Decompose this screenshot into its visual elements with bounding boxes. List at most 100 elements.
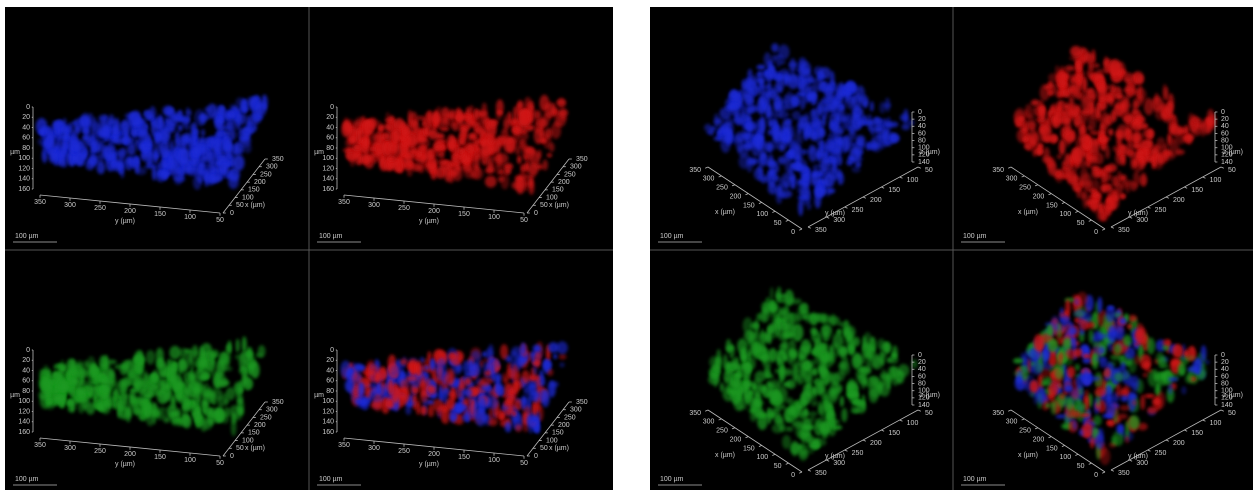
signal-blob [1093,341,1099,347]
signal-blob [169,160,176,172]
signal-blob [823,401,829,413]
signal-blob [1164,87,1169,101]
signal-blob [735,132,746,143]
signal-blob [758,355,768,360]
signal-blob [757,98,766,115]
tick-label: 20 [918,359,926,366]
signal-blob [206,138,215,145]
tick-label: 0 [1094,229,1098,236]
signal-blob [165,107,175,116]
tick-label: 100 [1059,454,1071,461]
tick-label: 0 [330,347,334,354]
signal-blob [818,401,823,415]
tick-label: 100 [546,194,558,201]
signal-blob [1110,354,1122,360]
signal-blob [247,97,256,106]
signal-blob [124,128,129,145]
signal-blob [345,379,354,392]
signal-blob [157,407,167,412]
signal-blob [128,374,138,380]
tick-label: 300 [368,202,380,209]
signal-blob [410,164,421,171]
tick-label: 60 [1221,130,1229,137]
tick-label: 200 [428,451,440,458]
tick-label: 150 [458,454,470,461]
signal-blob [500,413,504,419]
signal-blob [837,329,842,334]
signal-blob [1172,344,1183,358]
signal-blob [210,175,221,183]
signal-blob [229,120,239,130]
signal-blob [1046,403,1050,407]
tick-label: 140 [918,402,930,409]
signal-blob [499,170,504,175]
signal-blob [371,147,375,151]
axis-label: x (µm) [245,445,265,452]
signal-blob [827,188,836,194]
axis-label: x (µm) [245,202,265,209]
signal-blob [774,102,784,117]
tick-label: 150 [1046,445,1058,452]
tick-label: 50 [520,217,528,224]
tick-label: 0 [791,472,795,479]
tick-label: 100 [918,145,930,152]
tick-label: 350 [338,442,350,449]
tick-label: 200 [428,208,440,215]
signal-blob [747,77,756,93]
signal-blob [839,346,846,358]
tick-label: 80 [918,380,926,387]
tick-label: 250 [716,428,728,435]
signal-blob [242,373,248,387]
signal-blob [387,157,395,161]
signal-blob [465,411,471,421]
signal-blob [879,382,890,397]
signal-blob [726,339,732,353]
signal-blob [1147,156,1154,162]
signal-blob [777,55,783,60]
signal-blob [534,128,543,145]
signal-blob [808,411,818,416]
tick-label: 250 [716,185,728,192]
signal-blob [828,373,834,383]
right-panel [650,7,1253,490]
signal-blob [1096,103,1101,119]
signal-blob [796,361,804,367]
signal-blob [1132,131,1143,142]
signal-blob [863,332,871,347]
signal-blob [1107,420,1115,425]
tick-label: 50 [540,202,548,209]
tick-label: 300 [266,407,278,414]
signal-blob [1121,97,1129,113]
signal-blob [1109,442,1117,447]
signal-blob [1119,318,1126,325]
signal-blob [849,146,859,163]
tick-label: 350 [34,199,46,206]
signal-blob [464,170,475,178]
signal-blob [46,399,52,403]
signal-blob [1144,98,1154,116]
tick-label: 60 [918,373,926,380]
signal-blob [135,167,146,175]
signal-blob [857,119,863,126]
signal-blob [1157,153,1165,165]
signal-blob [1013,358,1024,363]
signal-blob [860,372,866,389]
signal-blob [158,131,169,141]
signal-blob [489,408,493,420]
signal-blob [808,146,817,162]
signal-blob [164,383,170,389]
signal-blob [94,384,100,397]
tick-label: 250 [1155,207,1167,214]
signal-blob [851,166,860,173]
signal-blob [1070,46,1082,57]
tick-label: 250 [1019,428,1031,435]
signal-blob [388,379,392,395]
signal-blob [82,380,93,385]
signal-blob [107,360,117,365]
signal-blob [814,187,825,197]
signal-blob [68,127,79,133]
signal-blob [506,394,515,404]
signal-blob [363,135,368,149]
tick-label: 50 [925,167,933,174]
signal-blob [816,354,823,363]
